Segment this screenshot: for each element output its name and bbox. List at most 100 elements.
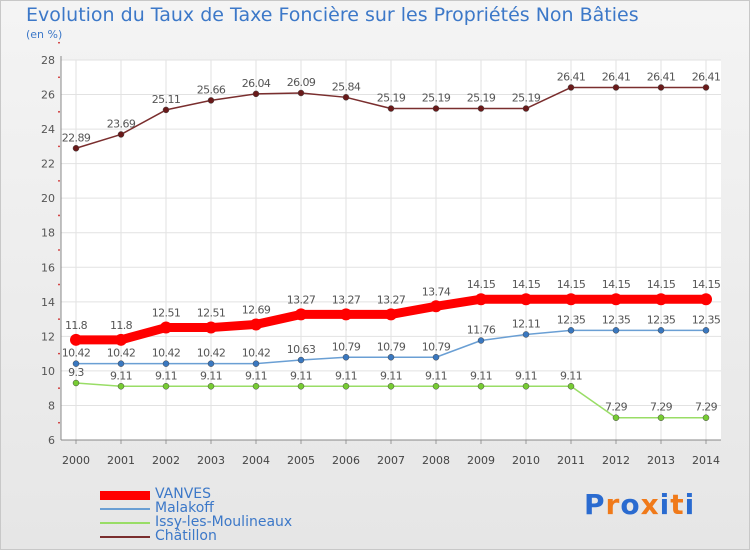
data-label: 26.09 [287,76,316,89]
data-label: 10.79 [332,340,361,353]
data-label: 25.84 [332,80,361,93]
data-label: 9.11 [515,369,537,382]
data-point [162,383,170,390]
y-tick-label: 18 [41,227,55,240]
y-minor-tick [58,387,60,390]
data-point [702,414,710,421]
x-tick-label: 2010 [512,454,540,467]
data-point [612,327,620,334]
data-point [702,84,710,91]
chart-subtitle: (en %) [26,28,63,41]
data-label: 7.29 [650,401,673,414]
y-tick-label: 8 [48,399,55,412]
data-label: 22.89 [62,131,91,144]
data-point [387,105,395,112]
data-label: 10.42 [242,347,271,360]
y-minor-tick [58,180,60,182]
data-label: 14.15 [557,278,586,291]
data-point [162,360,170,367]
x-tick-label: 2013 [647,454,675,467]
data-point [657,414,665,421]
proxiti-logo: Proxiti [584,488,695,521]
x-tick-label: 2014 [692,454,720,467]
data-point [655,293,667,306]
data-point [207,97,215,104]
data-label: 12.51 [152,307,181,320]
y-minor-tick [58,421,60,424]
data-label: 25.66 [197,83,226,96]
data-point [430,300,442,313]
y-tick-label: 10 [41,365,55,378]
data-label: 9.11 [560,369,582,382]
data-label: 12.35 [647,313,676,326]
x-tick-label: 2005 [287,454,315,467]
data-point [700,293,712,306]
data-point [342,383,350,390]
data-label: 26.41 [692,70,721,83]
data-point [657,84,665,91]
logo-letter: i [659,488,671,521]
y-tick-label: 20 [41,192,55,205]
data-label: 10.42 [152,347,181,360]
data-label: 25.19 [377,92,406,105]
y-minor-tick [58,41,60,44]
data-point [207,360,215,367]
data-point [342,354,350,361]
data-point [162,106,170,114]
legend-swatch [100,522,150,524]
data-label: 9.11 [470,369,492,382]
y-minor-tick [58,283,60,286]
x-tick-label: 2011 [557,454,585,467]
data-label: 13.27 [332,293,361,306]
data-label: 9.11 [290,369,312,382]
data-point [295,308,307,321]
y-minor-tick [58,249,60,251]
x-tick-label: 2003 [197,454,225,467]
data-label: 9.11 [110,369,132,382]
data-point [432,354,440,361]
data-label: 9.11 [380,369,402,382]
data-label: 23.69 [107,117,136,130]
y-minor-tick [58,110,60,113]
data-label: 13.74 [422,285,451,298]
data-label: 9.11 [200,369,222,382]
data-point [72,379,80,387]
data-point [117,383,125,390]
data-label: 26.41 [557,70,586,83]
y-minor-tick [58,214,60,217]
data-point [657,327,665,334]
data-point [567,84,575,91]
data-point [250,318,262,331]
data-label: 9.11 [335,369,357,382]
data-label: 9.11 [155,369,177,382]
legend-swatch [100,508,150,510]
y-tick-label: 14 [41,296,55,309]
data-point [475,293,487,306]
data-point [117,360,125,367]
y-minor-tick [58,318,60,320]
data-label: 26.41 [602,70,631,83]
data-label: 14.15 [512,278,541,291]
x-tick-label: 2009 [467,454,495,467]
data-label: 13.27 [287,293,316,306]
data-point [252,383,260,390]
data-point [610,293,622,306]
data-point [522,331,530,338]
data-point [387,383,395,390]
x-tick-label: 2012 [602,454,630,467]
data-point [70,333,82,346]
data-point [297,383,305,390]
x-tick-label: 2002 [152,454,180,467]
data-point [117,131,125,138]
data-point [520,293,532,306]
data-point [612,84,620,91]
x-tick-label: 2006 [332,454,360,467]
data-label: 14.15 [467,278,496,291]
legend-label: Châtillon [155,528,217,544]
logo-letter: i [684,488,696,521]
y-tick-label: 6 [48,434,55,447]
data-point [477,383,485,390]
data-label: 7.29 [695,401,718,414]
data-label: 14.15 [602,278,631,291]
y-tick-label: 28 [41,54,55,67]
